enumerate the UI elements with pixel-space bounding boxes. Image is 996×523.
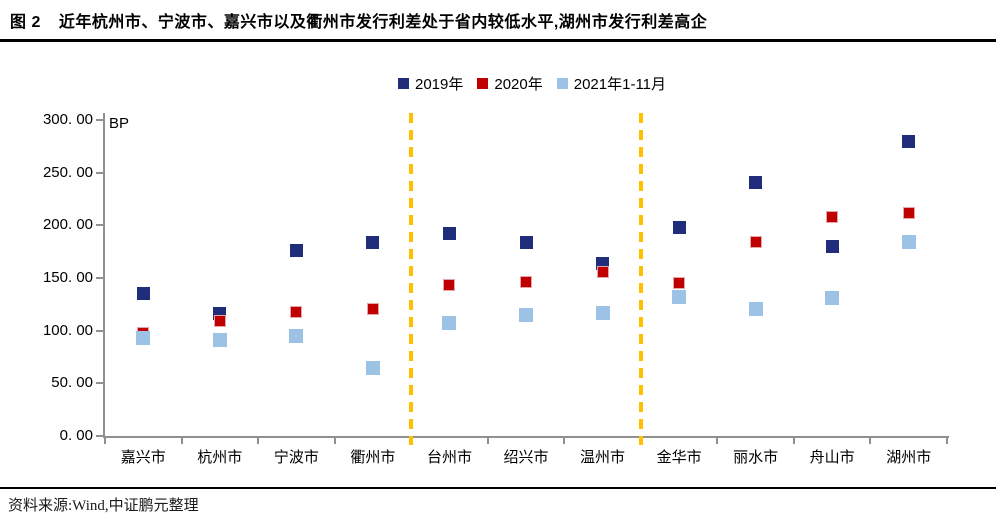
y-axis-tick xyxy=(96,329,104,332)
x-axis-tick xyxy=(716,438,719,444)
y-axis-tick-label: 0. 00 xyxy=(59,427,93,444)
y-axis-unit-label: BP xyxy=(109,115,130,132)
y-axis-tick-label: 50. 00 xyxy=(51,374,93,392)
x-axis-tick xyxy=(486,438,489,444)
data-marker-2019年-嘉兴市 xyxy=(136,287,150,301)
data-marker-2020年-湖州市 xyxy=(902,206,915,219)
x-axis-category-label: 湖州市 xyxy=(886,449,932,466)
data-marker-2019年-绍兴市 xyxy=(519,235,533,249)
figure-number: 图 2 xyxy=(10,14,41,31)
y-axis-tick-label: 100. 00 xyxy=(42,321,93,339)
data-marker-2019年-丽水市 xyxy=(749,175,763,189)
x-axis-category-label: 丽水市 xyxy=(733,449,779,466)
data-marker-2019年-衢州市 xyxy=(366,235,380,249)
data-marker-2021年1-11月-丽水市 xyxy=(748,301,763,316)
figure-title-text: 近年杭州市、宁波市、嘉兴市以及衢州市发行利差处于省内较低水平,湖州市发行利差高企 xyxy=(58,14,708,31)
legend-label: 2020年 xyxy=(494,76,543,93)
data-marker-2021年1-11月-宁波市 xyxy=(289,328,304,343)
data-marker-2020年-金华市 xyxy=(673,277,686,290)
y-axis-line xyxy=(103,113,105,438)
x-axis-category-label: 舟山市 xyxy=(809,449,855,466)
x-axis-category-label: 嘉兴市 xyxy=(120,449,166,466)
x-axis-tick xyxy=(180,438,183,444)
data-marker-2021年1-11月-嘉兴市 xyxy=(136,331,151,346)
figure-title: 图 2 近年杭州市、宁波市、嘉兴市以及衢州市发行利差处于省内较低水平,湖州市发行利… xyxy=(10,8,990,32)
data-marker-2021年1-11月-绍兴市 xyxy=(519,307,533,322)
y-axis-tick xyxy=(96,277,104,279)
legend-label: 2021年1-11月 xyxy=(573,76,667,93)
legend-swatch-icon xyxy=(397,78,409,89)
chart-legend: 2019年 2020年 2021年1-11月 xyxy=(34,73,996,94)
data-marker-2019年-舟山市 xyxy=(825,239,839,253)
data-marker-2020年-宁波市 xyxy=(290,305,303,318)
y-axis-tick-label: 200. 00 xyxy=(42,216,93,234)
x-axis-line xyxy=(103,436,949,438)
data-marker-2021年1-11月-杭州市 xyxy=(212,333,227,348)
y-axis-tick xyxy=(96,435,104,437)
data-marker-2021年1-11月-衢州市 xyxy=(365,360,380,375)
legend-swatch-icon xyxy=(477,78,489,89)
legend-label: 2019年 xyxy=(414,76,464,93)
x-axis-category-label: 衢州市 xyxy=(350,449,396,466)
data-marker-2019年-台州市 xyxy=(442,227,456,241)
x-axis-tick xyxy=(257,438,260,444)
y-axis-tick-label: 250. 00 xyxy=(42,163,93,181)
data-marker-2020年-衢州市 xyxy=(366,302,379,315)
legend-item-2019: 2019年 xyxy=(397,73,464,94)
x-axis-category-label: 金华市 xyxy=(656,449,702,466)
x-axis-tick xyxy=(792,438,795,444)
data-marker-2019年-宁波市 xyxy=(289,244,303,258)
data-marker-2020年-温州市 xyxy=(596,265,609,278)
x-axis-tick xyxy=(563,438,566,444)
x-axis-tick xyxy=(869,438,872,444)
data-marker-2020年-舟山市 xyxy=(826,210,839,223)
x-axis-category-label: 温州市 xyxy=(580,449,626,466)
legend-swatch-icon xyxy=(556,78,568,89)
x-axis-tick xyxy=(104,438,106,444)
data-marker-2020年-台州市 xyxy=(443,279,456,292)
x-axis-category-label: 宁波市 xyxy=(273,449,319,466)
data-marker-2020年-丽水市 xyxy=(749,236,762,249)
data-marker-2021年1-11月-金华市 xyxy=(672,289,687,304)
data-marker-2020年-杭州市 xyxy=(213,315,226,328)
y-axis-tick xyxy=(96,119,104,121)
y-axis-tick xyxy=(96,171,104,174)
y-axis-tick-label: 300. 00 xyxy=(42,111,93,128)
data-marker-2021年1-11月-湖州市 xyxy=(901,235,916,250)
data-marker-2020年-绍兴市 xyxy=(520,276,532,289)
group-separator-dashed-line xyxy=(638,113,643,445)
x-axis-category-label: 台州市 xyxy=(426,449,472,466)
y-axis-tick xyxy=(96,382,104,385)
group-separator-dashed-line xyxy=(409,113,414,445)
bottom-divider xyxy=(0,487,996,489)
data-marker-2021年1-11月-温州市 xyxy=(595,305,610,320)
title-divider xyxy=(0,39,996,42)
x-axis-tick xyxy=(946,438,948,444)
data-marker-2019年-湖州市 xyxy=(902,134,916,148)
y-axis-tick xyxy=(96,224,104,227)
data-marker-2019年-金华市 xyxy=(672,220,686,234)
x-axis-tick xyxy=(333,438,336,444)
x-axis-category-label: 绍兴市 xyxy=(503,449,549,466)
x-axis-category-label: 杭州市 xyxy=(197,449,243,466)
source-note: 资料来源:Wind,中证鹏元整理 xyxy=(8,498,199,514)
y-axis-tick-label: 150. 00 xyxy=(42,269,93,286)
legend-item-2020: 2020年 xyxy=(477,73,543,94)
data-marker-2021年1-11月-舟山市 xyxy=(825,291,840,305)
plot-area: BP 300. 00 250. 00 200. 00 150. 00 100. 00 50… xyxy=(43,111,949,466)
legend-item-2021: 2021年1-11月 xyxy=(556,73,667,94)
data-marker-2021年1-11月-台州市 xyxy=(442,316,457,331)
